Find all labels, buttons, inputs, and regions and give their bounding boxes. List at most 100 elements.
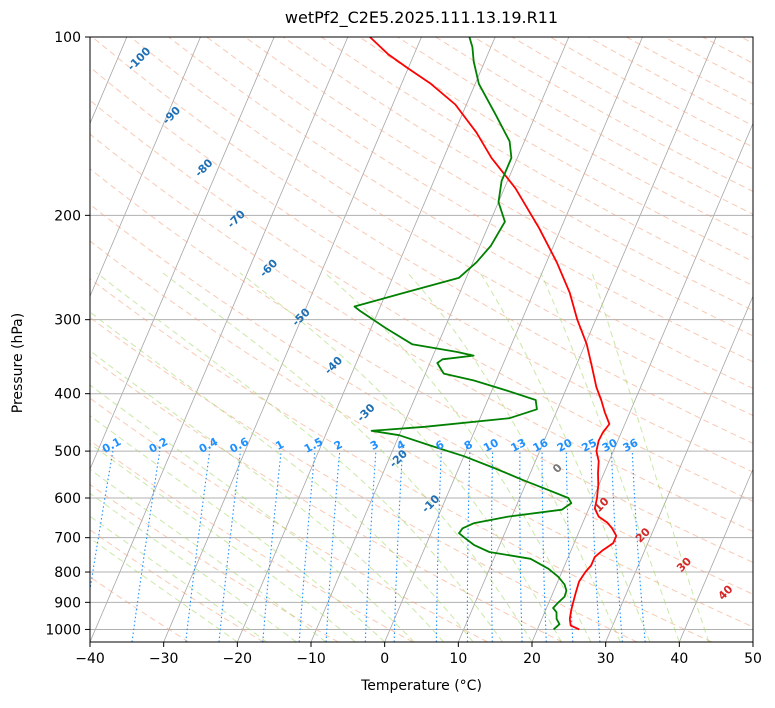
- dry-adiabat-label: 20: [633, 525, 653, 545]
- moist-adiabat-line: [90, 468, 327, 642]
- mixing-ratio-label: 13: [509, 436, 529, 455]
- isotherm-line: [678, 468, 753, 642]
- dry-adiabat-line: [359, 37, 753, 263]
- moist-adiabat-line: [90, 384, 415, 642]
- mixing-ratio-line: [466, 451, 471, 642]
- mixing-ratio-line: [90, 451, 114, 594]
- x-axis-label: Temperature (°C): [361, 678, 482, 694]
- dry-adiabat-line: [511, 37, 753, 170]
- y-tick-label: 100: [54, 30, 81, 46]
- dry-adiabat-label: 0: [550, 461, 565, 476]
- dry-adiabat-label: -40: [322, 354, 345, 377]
- dry-adiabat-line: [244, 37, 753, 337]
- dry-adiabat-line: [90, 203, 753, 595]
- moist-adiabat-line: [90, 415, 386, 642]
- dry-adiabat-label: -70: [225, 207, 248, 230]
- y-tick-label: 600: [54, 491, 81, 507]
- x-tick-label: 0: [380, 651, 389, 667]
- y-tick-label: 400: [54, 387, 81, 403]
- mixing-ratio-line: [631, 451, 646, 642]
- dry-adiabat-line: [130, 37, 753, 417]
- isotherm-line: [90, 37, 349, 642]
- moist-adiabat-line: [90, 442, 356, 642]
- isotherm-line: [0, 37, 53, 642]
- dry-adiabat-line: [90, 529, 264, 642]
- y-tick-label: 500: [54, 444, 81, 460]
- dry-adiabat-line: [90, 356, 563, 642]
- dewpoint-profile-line: [353, 37, 573, 631]
- dry-adiabat-line: [90, 133, 753, 533]
- x-tick-label: 40: [670, 651, 688, 667]
- dry-adiabat-line: [282, 37, 753, 312]
- x-tick-label: 10: [449, 651, 467, 667]
- mixing-ratio-line: [565, 451, 574, 642]
- chart-title: wetPf2_C2E5.2025.111.13.19.R11: [284, 8, 559, 27]
- moist-adiabat-line: [90, 515, 268, 642]
- dry-adiabat-line: [664, 37, 753, 85]
- dry-adiabat-line: [90, 440, 414, 642]
- isotherm-line: [236, 37, 496, 642]
- dry-adiabat-label: -50: [290, 305, 313, 328]
- dry-adiabat-line: [702, 37, 753, 64]
- isotherm-line: [90, 37, 201, 298]
- plot-frame: [89, 36, 754, 643]
- dry-adiabat-line: [90, 576, 190, 642]
- dry-adiabat-line: [90, 99, 753, 502]
- moist-adiabat-line: [407, 272, 621, 642]
- dry-adiabat-line: [90, 240, 753, 628]
- isotherm-line: [163, 37, 422, 642]
- dry-adiabat-label: -80: [192, 156, 215, 179]
- isotherm-line: [752, 640, 753, 642]
- isotherm-line: [457, 37, 717, 642]
- mixing-ratio-line: [262, 451, 282, 642]
- y-tick-label: 700: [54, 531, 81, 547]
- dry-adiabat-line: [549, 37, 753, 148]
- mixing-ratio-line: [490, 451, 494, 642]
- dry-adiabat-line: [90, 168, 753, 563]
- y-tick-label: 900: [54, 595, 81, 611]
- mixing-ratio-label: 0.4: [197, 435, 221, 456]
- moist-adiabat-line: [239, 272, 562, 642]
- moist-adiabat-line: [90, 350, 444, 642]
- dry-adiabat-label: -100: [125, 44, 154, 73]
- moist-adiabat-line: [591, 272, 710, 642]
- moist-adiabat-line: [96, 272, 503, 642]
- temperature-profile-line: [369, 37, 618, 631]
- mixing-ratio-label: 1.5: [302, 435, 325, 456]
- mixing-ratio-label: 10: [481, 436, 501, 455]
- mixing-ratio-line: [131, 451, 161, 642]
- dry-adiabat-line: [90, 397, 488, 642]
- moist-adiabat-line: [162, 272, 533, 642]
- x-tick-label: −20: [223, 651, 253, 667]
- mixing-ratio-label: 0.6: [228, 435, 252, 456]
- isotherm-line: [384, 37, 643, 642]
- y-tick-label: 1000: [45, 622, 81, 638]
- y-tick-label: 300: [54, 313, 81, 329]
- y-tick-label: 200: [54, 208, 81, 224]
- mixing-ratio-line: [185, 451, 211, 642]
- isotherm-line: [90, 37, 275, 471]
- y-tick-label: 800: [54, 565, 81, 581]
- mixing-ratio-line: [218, 451, 242, 642]
- dry-adiabat-line: [206, 37, 753, 363]
- x-tick-label: −30: [149, 651, 179, 667]
- dry-adiabat-line: [588, 37, 753, 127]
- mixing-ratio-label: 36: [621, 436, 641, 455]
- mixing-ratio-line: [435, 451, 442, 642]
- dry-adiabat-label: -30: [354, 401, 377, 424]
- x-tick-label: −40: [75, 651, 105, 667]
- moist-adiabat-line: [90, 537, 238, 642]
- mixing-ratio-line: [364, 451, 377, 642]
- mixing-ratio-label: 25: [579, 436, 599, 455]
- mixing-ratio-label: 30: [600, 436, 620, 455]
- mixing-ratio-label: 16: [531, 436, 551, 455]
- x-tick-label: 30: [597, 651, 615, 667]
- mixing-ratio-label: 20: [555, 436, 575, 455]
- dry-adiabat-line: [90, 316, 638, 642]
- x-tick-label: −10: [296, 651, 326, 667]
- mixing-ratio-line: [298, 451, 316, 642]
- x-tick-label: 50: [744, 651, 762, 667]
- dry-adiabat-line: [740, 37, 753, 44]
- isotherm-line: [90, 37, 128, 125]
